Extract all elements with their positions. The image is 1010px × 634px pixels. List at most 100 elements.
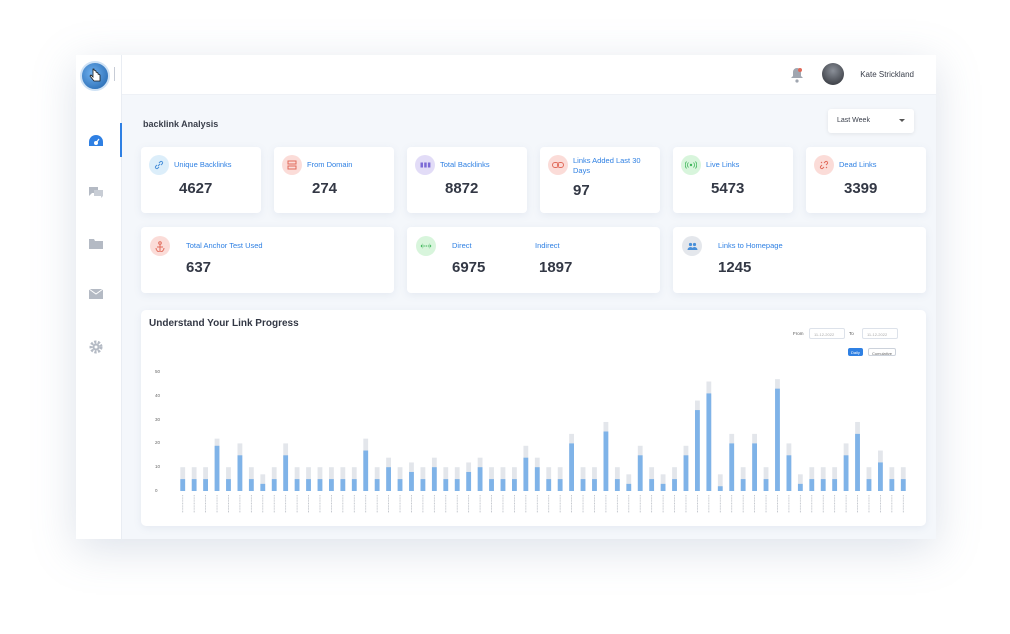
bar-value[interactable] xyxy=(878,462,883,491)
bar-value[interactable] xyxy=(626,483,632,491)
bar-value[interactable] xyxy=(729,443,735,491)
cumulative-toggle[interactable]: Cumulative xyxy=(868,348,897,356)
bar-value[interactable] xyxy=(775,388,780,491)
bar-value[interactable] xyxy=(866,479,872,491)
logo[interactable] xyxy=(80,61,110,91)
anchor-text-value: 637 xyxy=(186,259,212,276)
bar-value[interactable] xyxy=(466,471,472,491)
bar-value[interactable] xyxy=(706,393,712,491)
bar-value[interactable] xyxy=(180,479,186,491)
bar-value[interactable] xyxy=(546,479,552,491)
user-name[interactable]: Kate Strickland xyxy=(860,70,914,79)
notification-bell-icon[interactable] xyxy=(790,67,804,83)
mail-icon[interactable] xyxy=(87,285,105,303)
bar-value[interactable] xyxy=(237,455,243,491)
bar-value[interactable] xyxy=(557,479,563,491)
bar-value[interactable] xyxy=(603,431,609,492)
bar-value[interactable] xyxy=(797,483,803,491)
bar-value[interactable] xyxy=(512,479,517,491)
bar-value[interactable] xyxy=(820,479,826,491)
bar-value[interactable] xyxy=(695,410,700,491)
bar-value[interactable] xyxy=(226,479,231,491)
from-date-input[interactable]: 11-12-2022 xyxy=(809,328,845,339)
bar-value[interactable] xyxy=(672,479,677,491)
to-label: To xyxy=(849,331,854,336)
bar-value[interactable] xyxy=(409,471,414,491)
user-avatar[interactable] xyxy=(822,63,844,85)
bar-value[interactable] xyxy=(832,479,838,491)
bar-value[interactable] xyxy=(649,479,655,491)
bar-value[interactable] xyxy=(351,479,357,491)
bar-total[interactable] xyxy=(626,474,632,491)
bar-value[interactable] xyxy=(843,455,849,491)
bar-value[interactable] xyxy=(660,483,666,491)
total-backlinks-value: 8872 xyxy=(445,180,479,197)
bar-value[interactable] xyxy=(294,479,300,491)
broadcast-icon xyxy=(681,155,701,175)
period-select[interactable]: Last Week xyxy=(828,109,914,133)
bar-chart xyxy=(180,379,906,513)
bar-value[interactable] xyxy=(683,455,689,491)
bar-value[interactable] xyxy=(443,479,449,491)
chat-icon[interactable] xyxy=(87,183,105,201)
dashboard-icon[interactable] xyxy=(87,132,105,150)
indirect-value: 1897 xyxy=(539,259,573,276)
link-icon xyxy=(149,155,169,175)
bar-value[interactable] xyxy=(248,479,254,491)
bar-total[interactable] xyxy=(260,474,266,491)
bar-value[interactable] xyxy=(569,443,574,491)
bar-value[interactable] xyxy=(214,445,220,491)
bar-value[interactable] xyxy=(637,455,643,491)
bar-value[interactable] xyxy=(763,479,769,491)
bar-total[interactable] xyxy=(797,474,803,491)
bar-value[interactable] xyxy=(534,467,540,491)
bar-value[interactable] xyxy=(786,455,792,491)
direct-value: 6975 xyxy=(452,259,486,276)
bar-value[interactable] xyxy=(260,483,266,491)
bar-total[interactable] xyxy=(660,474,666,491)
bar-value[interactable] xyxy=(740,479,746,491)
homepage-links-label: Links to Homepage xyxy=(718,241,783,250)
bar-value[interactable] xyxy=(809,479,815,491)
bar-value[interactable] xyxy=(900,479,906,491)
link-progress-chart-card: Understand Your Link Progress From 11-12… xyxy=(141,310,926,526)
bar-value[interactable] xyxy=(340,479,346,491)
bar-value[interactable] xyxy=(374,479,380,491)
bar-value[interactable] xyxy=(191,479,197,491)
grid-icon xyxy=(415,155,435,175)
bar-value[interactable] xyxy=(752,443,757,491)
settings-gear-icon[interactable] xyxy=(87,338,105,356)
bar-value[interactable] xyxy=(283,455,289,491)
bar-value[interactable] xyxy=(306,479,311,491)
bar-value[interactable] xyxy=(489,479,494,491)
page-title: backlink Analysis xyxy=(143,119,219,129)
bar-value[interactable] xyxy=(500,479,506,491)
daily-toggle[interactable]: Daily xyxy=(848,348,863,356)
server-icon xyxy=(282,155,302,175)
bar-value[interactable] xyxy=(614,479,620,491)
bar-value[interactable] xyxy=(386,467,391,491)
bar-value[interactable] xyxy=(420,479,426,491)
bar-value[interactable] xyxy=(523,457,529,491)
pointer-hand-icon xyxy=(89,68,101,82)
bar-value[interactable] xyxy=(431,467,437,491)
bar-value[interactable] xyxy=(889,479,895,491)
to-date-input[interactable]: 11-12-2022 xyxy=(862,328,898,339)
bar-value[interactable] xyxy=(717,486,723,491)
logo-separator xyxy=(114,67,115,81)
bar-value[interactable] xyxy=(477,467,483,491)
bar-value[interactable] xyxy=(317,479,323,491)
bar-value[interactable] xyxy=(592,479,597,491)
bar-total[interactable] xyxy=(717,474,723,491)
bar-value[interactable] xyxy=(271,479,277,491)
bar-value[interactable] xyxy=(580,479,586,491)
bar-value[interactable] xyxy=(397,479,403,491)
bar-value[interactable] xyxy=(454,479,460,491)
bar-value[interactable] xyxy=(329,479,334,491)
bar-value[interactable] xyxy=(855,433,860,491)
bar-value[interactable] xyxy=(363,450,369,491)
bar-value[interactable] xyxy=(203,479,208,491)
anchor-text-card: Total Anchor Test Used 637 xyxy=(141,227,394,293)
anchor-text-label: Total Anchor Test Used xyxy=(186,241,263,250)
folder-icon[interactable] xyxy=(87,234,105,252)
